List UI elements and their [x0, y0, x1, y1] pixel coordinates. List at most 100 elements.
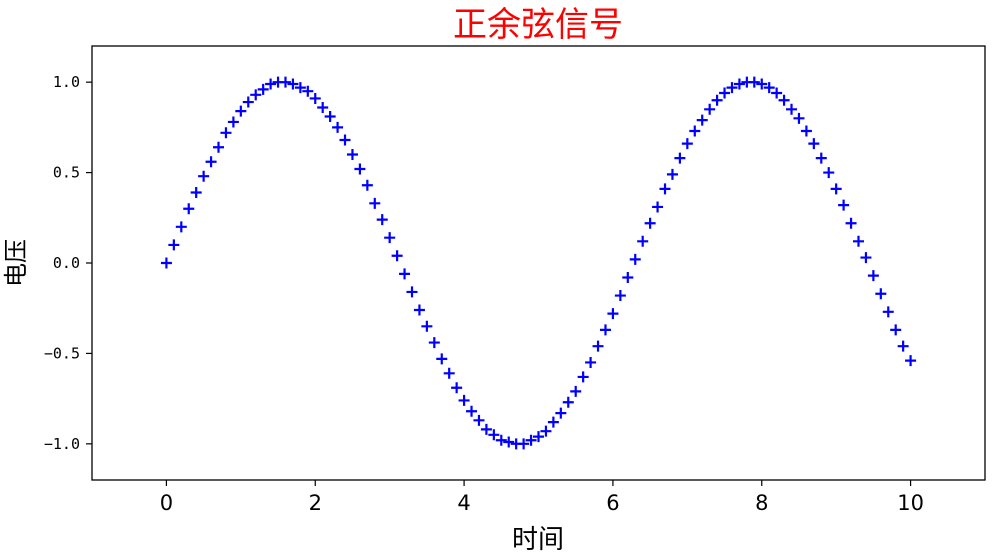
data-point: [845, 217, 857, 229]
data-series: [160, 76, 917, 450]
data-point: [168, 239, 180, 251]
data-point: [905, 355, 917, 367]
y-axis-ticks: 1.0 0.5 0.0 −0.5 −1.0: [44, 73, 92, 453]
plot-area-frame: [91, 45, 986, 481]
data-point: [585, 356, 597, 368]
data-point: [279, 76, 291, 88]
data-point: [160, 257, 172, 269]
x-tick-label: 2: [309, 491, 322, 515]
data-point: [361, 179, 373, 191]
data-point: [354, 163, 366, 175]
data-point: [793, 112, 805, 124]
data-point: [376, 214, 388, 226]
data-point: [250, 89, 262, 101]
y-tick-label: 0.5: [53, 164, 80, 182]
data-point: [622, 271, 634, 283]
data-point: [235, 105, 247, 117]
data-point: [778, 94, 790, 106]
data-point: [473, 414, 485, 426]
data-point: [443, 367, 455, 379]
data-point: [369, 197, 381, 209]
data-point: [733, 78, 745, 90]
data-point: [771, 87, 783, 99]
data-point: [696, 114, 708, 126]
data-point: [555, 407, 567, 419]
data-point: [175, 221, 187, 233]
data-point: [592, 340, 604, 352]
data-point: [436, 353, 448, 365]
y-tick-label: 1.0: [53, 73, 80, 91]
data-point: [205, 156, 217, 168]
data-point: [265, 78, 277, 90]
data-point: [547, 416, 559, 428]
data-point: [287, 78, 299, 90]
data-point: [570, 385, 582, 397]
data-point: [577, 371, 589, 383]
data-point: [689, 125, 701, 137]
data-point: [451, 382, 463, 394]
data-point: [756, 78, 768, 90]
x-tick-label: 10: [897, 491, 924, 515]
x-axis-ticks: 0 2 4 6 8 10: [160, 480, 924, 515]
data-point: [659, 183, 671, 195]
data-point: [324, 111, 336, 123]
data-point: [815, 152, 827, 164]
data-point: [294, 82, 306, 94]
data-point: [190, 186, 202, 198]
data-point: [309, 92, 321, 104]
x-tick-label: 4: [457, 491, 470, 515]
data-point: [213, 141, 225, 153]
data-point: [227, 116, 239, 128]
x-tick-label: 6: [606, 491, 619, 515]
data-point: [726, 82, 738, 94]
chart-title: 正余弦信号: [453, 5, 623, 45]
data-point: [852, 235, 864, 247]
data-point: [823, 167, 835, 179]
data-point: [875, 288, 887, 300]
data-point: [332, 121, 344, 133]
data-point: [317, 101, 329, 113]
x-tick-label: 8: [755, 491, 768, 515]
data-point: [890, 324, 902, 336]
data-point: [242, 96, 254, 108]
data-point: [540, 425, 552, 437]
data-point: [786, 103, 798, 115]
data-point: [719, 87, 731, 99]
data-point: [399, 268, 411, 280]
x-tick-label: 0: [160, 491, 173, 515]
data-point: [406, 286, 418, 298]
x-axis-label: 时间: [512, 525, 564, 552]
data-point: [391, 250, 403, 262]
data-point: [384, 232, 396, 244]
data-point: [614, 290, 626, 302]
data-point: [421, 320, 433, 332]
data-point: [666, 168, 678, 180]
data-point: [198, 170, 210, 182]
data-point: [830, 183, 842, 195]
data-point: [488, 429, 500, 441]
data-point: [533, 431, 544, 443]
data-point: [339, 134, 351, 146]
data-point: [644, 217, 656, 229]
data-point: [599, 324, 611, 336]
data-point: [503, 436, 515, 448]
data-point: [525, 434, 537, 446]
data-point: [652, 201, 664, 213]
data-point: [867, 270, 879, 282]
y-tick-label: 0.0: [53, 254, 80, 272]
data-point: [607, 308, 619, 320]
y-axis-label: 电压: [2, 239, 30, 287]
data-point: [428, 337, 440, 349]
data-point: [257, 83, 269, 95]
data-point: [882, 306, 894, 318]
data-point: [518, 438, 530, 450]
data-point: [480, 423, 492, 435]
data-point: [860, 252, 872, 264]
data-point: [808, 138, 820, 150]
data-point: [346, 149, 358, 160]
data-point: [562, 396, 574, 408]
data-point: [704, 103, 716, 115]
data-point: [637, 235, 649, 247]
data-point: [897, 340, 909, 352]
